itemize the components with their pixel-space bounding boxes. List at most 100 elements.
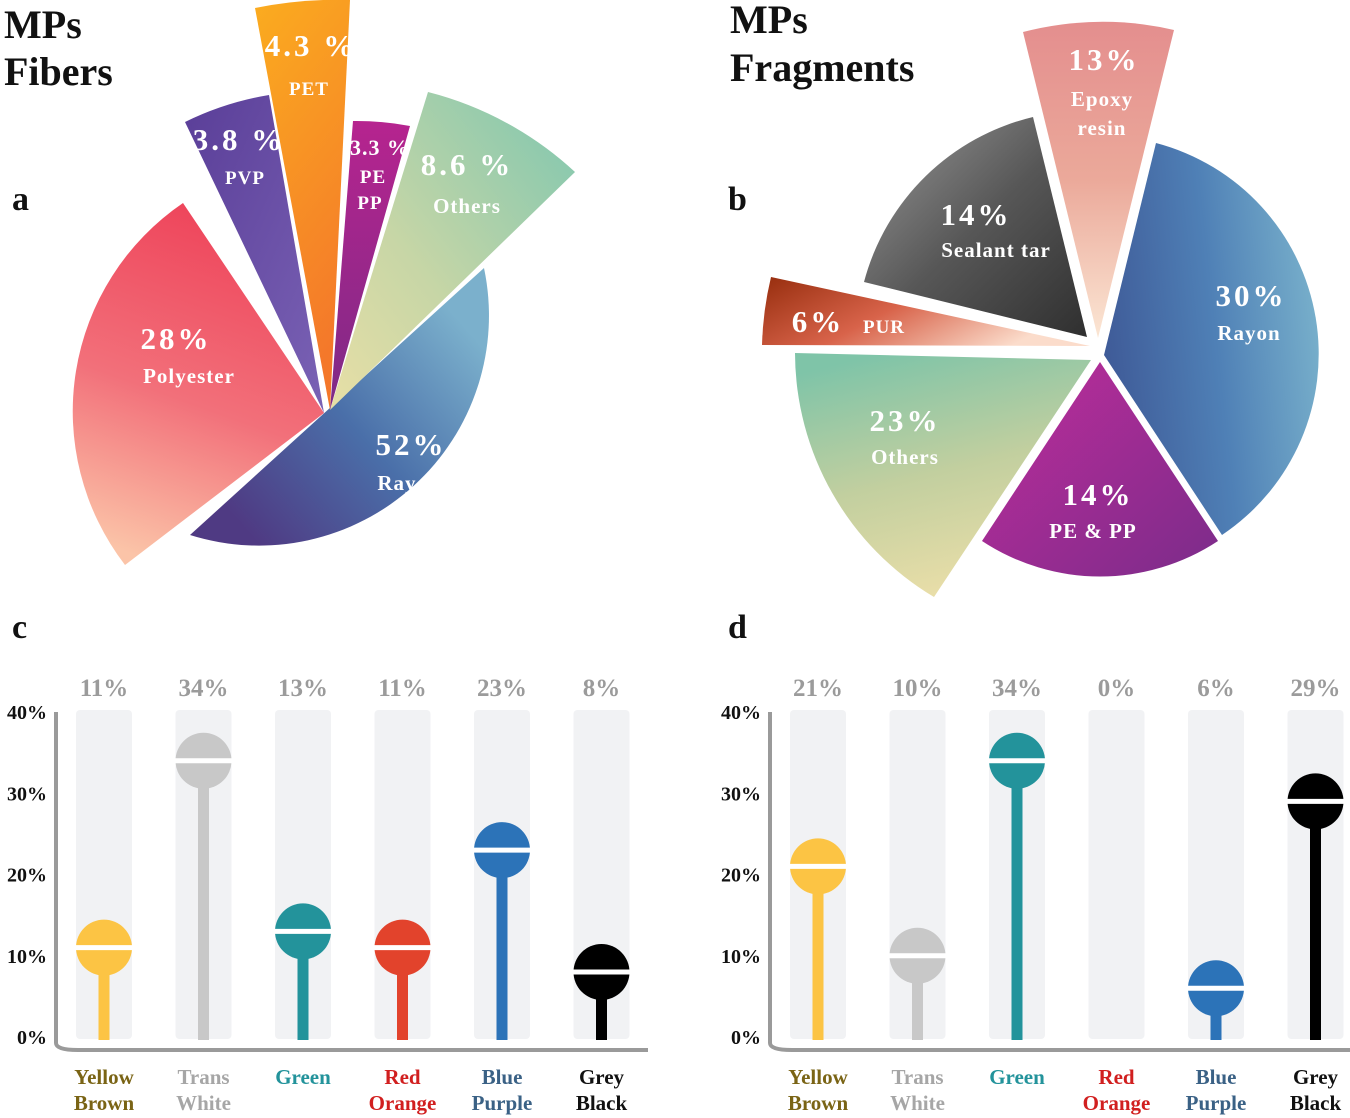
lollipop-stem: [912, 955, 923, 1040]
lollipop-stem: [198, 760, 209, 1040]
lollipop-stem: [1011, 760, 1023, 1040]
slice-pepp-name: PE & PP: [1049, 519, 1136, 543]
slice-others-name: Others: [871, 445, 939, 469]
panel-c-letter: c: [12, 609, 27, 646]
lollipop-value-marker: [789, 863, 847, 869]
y-tick-label: 20%: [721, 865, 761, 887]
lollipop-value-marker: [174, 758, 233, 764]
y-tick-label: 30%: [721, 783, 761, 805]
y-tick-label: 0%: [17, 1027, 47, 1049]
lollipop-value-marker: [274, 928, 332, 934]
category-label-line2: White: [890, 1091, 945, 1115]
category-label-line1: Blue: [1196, 1065, 1237, 1089]
slice-pet-name: PET: [289, 79, 329, 100]
lollipop-stem: [812, 866, 824, 1040]
category-label-line2: Brown: [74, 1091, 135, 1115]
panel-b: MPs Fragments b 30% Rayon 14% PE & PP 23…: [728, 0, 1319, 597]
lollipop-value-marker: [473, 847, 531, 853]
slice-rayon-name: Rayon: [377, 471, 440, 495]
y-tick-label: 30%: [7, 783, 47, 805]
axis-line: [54, 712, 648, 1052]
category-label-line2: Brown: [788, 1091, 849, 1115]
column-background: [275, 710, 331, 1039]
slice-pepp-name-line2: PP: [357, 193, 382, 214]
lollipop-stem: [297, 931, 309, 1040]
lollipop-stem: [397, 947, 408, 1040]
panel-d-letter: d: [728, 609, 747, 646]
value-label: 13%: [278, 675, 328, 702]
y-tick-label: 10%: [7, 946, 47, 968]
value-label: 23%: [477, 675, 527, 702]
slice-pet: [255, 0, 350, 410]
category-label-line1: Green: [989, 1065, 1045, 1089]
lollipop-value-marker: [572, 969, 631, 975]
category-label-line1: Grey: [1293, 1065, 1339, 1089]
slice-pvp: [185, 95, 324, 413]
slice-others: [330, 92, 575, 410]
lollipop-value-marker: [988, 758, 1046, 764]
slice-pvp-pct: 3.8 %: [193, 122, 286, 157]
panel-b-title-line2: Fragments: [730, 45, 914, 90]
value-label: 11%: [80, 675, 129, 702]
slice-rayon-pct: 52%: [376, 427, 447, 462]
value-label: 29%: [1291, 675, 1341, 702]
category-label-line2: Black: [576, 1091, 628, 1115]
category-label-line1: Red: [384, 1065, 420, 1089]
panel-a-title-line1: MPs: [4, 2, 82, 47]
category-label-line2: Purple: [472, 1091, 533, 1115]
slice-sealant-pct: 14%: [941, 197, 1012, 232]
lollipop-value-marker: [1286, 798, 1345, 804]
slice-rayon-name: Rayon: [1217, 321, 1280, 345]
axis-line: [768, 712, 1350, 1052]
slice-epoxy-name-line2: resin: [1078, 116, 1127, 140]
slice-polyester: [72, 203, 324, 565]
lollipop-stem: [1310, 801, 1321, 1040]
y-tick-label: 40%: [721, 702, 761, 724]
slice-epoxy: [1023, 21, 1174, 339]
category-label-line1: Blue: [482, 1065, 523, 1089]
value-label: 11%: [378, 675, 427, 702]
slice-pepp-pct: 3.3 %: [350, 135, 410, 160]
slice-others-pct: 8.6 %: [421, 147, 514, 182]
lollipop-value-marker: [373, 945, 432, 951]
lollipop-stem: [496, 850, 508, 1040]
slice-epoxy-name-line1: Epoxy: [1071, 87, 1133, 111]
slice-pvp-name: PVP: [225, 168, 265, 189]
category-label-line1: Green: [275, 1065, 331, 1089]
category-label-line2: White: [176, 1091, 231, 1115]
category-label-line1: Red: [1098, 1065, 1134, 1089]
y-tick-label: 10%: [721, 946, 761, 968]
y-tick-label: 0%: [731, 1027, 761, 1049]
lollipop-value-marker: [888, 953, 947, 959]
lollipop-stem: [98, 947, 110, 1040]
y-tick-label: 20%: [7, 865, 47, 887]
slice-pur-pct: 6%: [792, 304, 845, 339]
slice-others-name: Others: [433, 194, 501, 218]
category-label-line1: Trans: [177, 1065, 229, 1089]
column-background: [1188, 710, 1244, 1039]
category-label-line1: Yellow: [788, 1065, 848, 1089]
slice-pepp-name-line1: PE: [360, 167, 386, 188]
panel-a: MPs Fibers a 52% Rayon 28% Polyester 3.8…: [4, 0, 575, 565]
lollipop-value-marker: [1187, 985, 1245, 991]
slice-polyester-pct: 28%: [141, 321, 212, 356]
slice-rayon-pct: 30%: [1216, 278, 1287, 313]
slice-polyester-name: Polyester: [143, 364, 235, 388]
slice-rayon: [1104, 143, 1319, 535]
panel-b-title-line1: MPs: [730, 0, 808, 42]
slice-others: [795, 353, 1091, 597]
column-background: [1088, 710, 1145, 1039]
slice-sealant: [864, 117, 1087, 337]
value-label: 21%: [793, 675, 843, 702]
panel-a-title-line2: Fibers: [4, 49, 113, 94]
slice-pepp-pct: 14%: [1063, 477, 1134, 512]
slice-pepp: [982, 362, 1218, 577]
value-label: 8%: [583, 675, 621, 702]
slice-pet-pct: 4.3 %: [265, 28, 358, 63]
lollipop-stem: [596, 972, 607, 1040]
value-label: 34%: [992, 675, 1042, 702]
category-label-line2: Orange: [1083, 1091, 1151, 1115]
